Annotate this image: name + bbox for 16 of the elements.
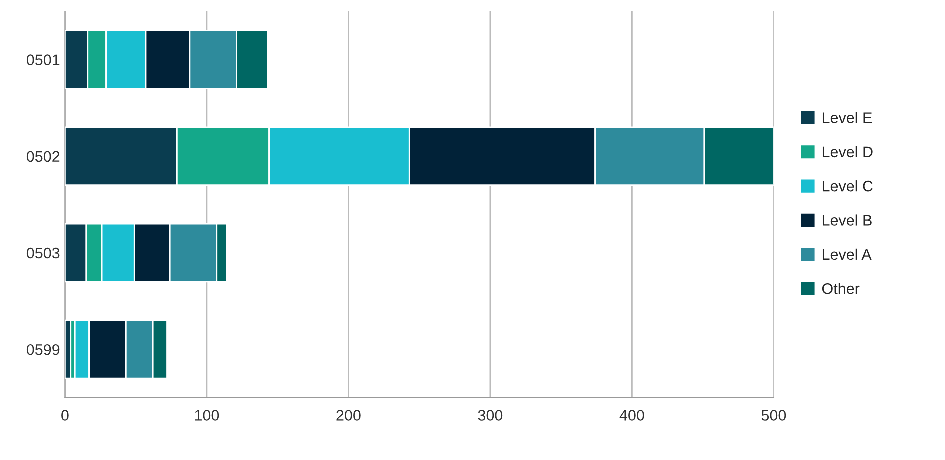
legend-label: Level D [822,146,873,158]
legend-label: Level B [822,214,872,226]
x-tick-label: 300 [478,410,503,421]
x-tick-label: 400 [620,410,644,421]
x-tick-label: 200 [336,410,361,421]
legend-label: Level A [822,248,872,260]
y-tick-label: 0502 [26,151,60,162]
y-tick-label: 0599 [26,344,60,356]
x-tick-label: 500 [762,410,786,421]
y-tick-label: 0503 [26,248,60,259]
y-tick-label: 0501 [26,54,60,66]
x-tick-label: 0 [62,410,69,421]
legend-label: Other [822,283,860,294]
legend-label: Level E [822,112,872,124]
legend-label: Level C [822,180,873,192]
x-tick-label: 100 [195,410,220,421]
